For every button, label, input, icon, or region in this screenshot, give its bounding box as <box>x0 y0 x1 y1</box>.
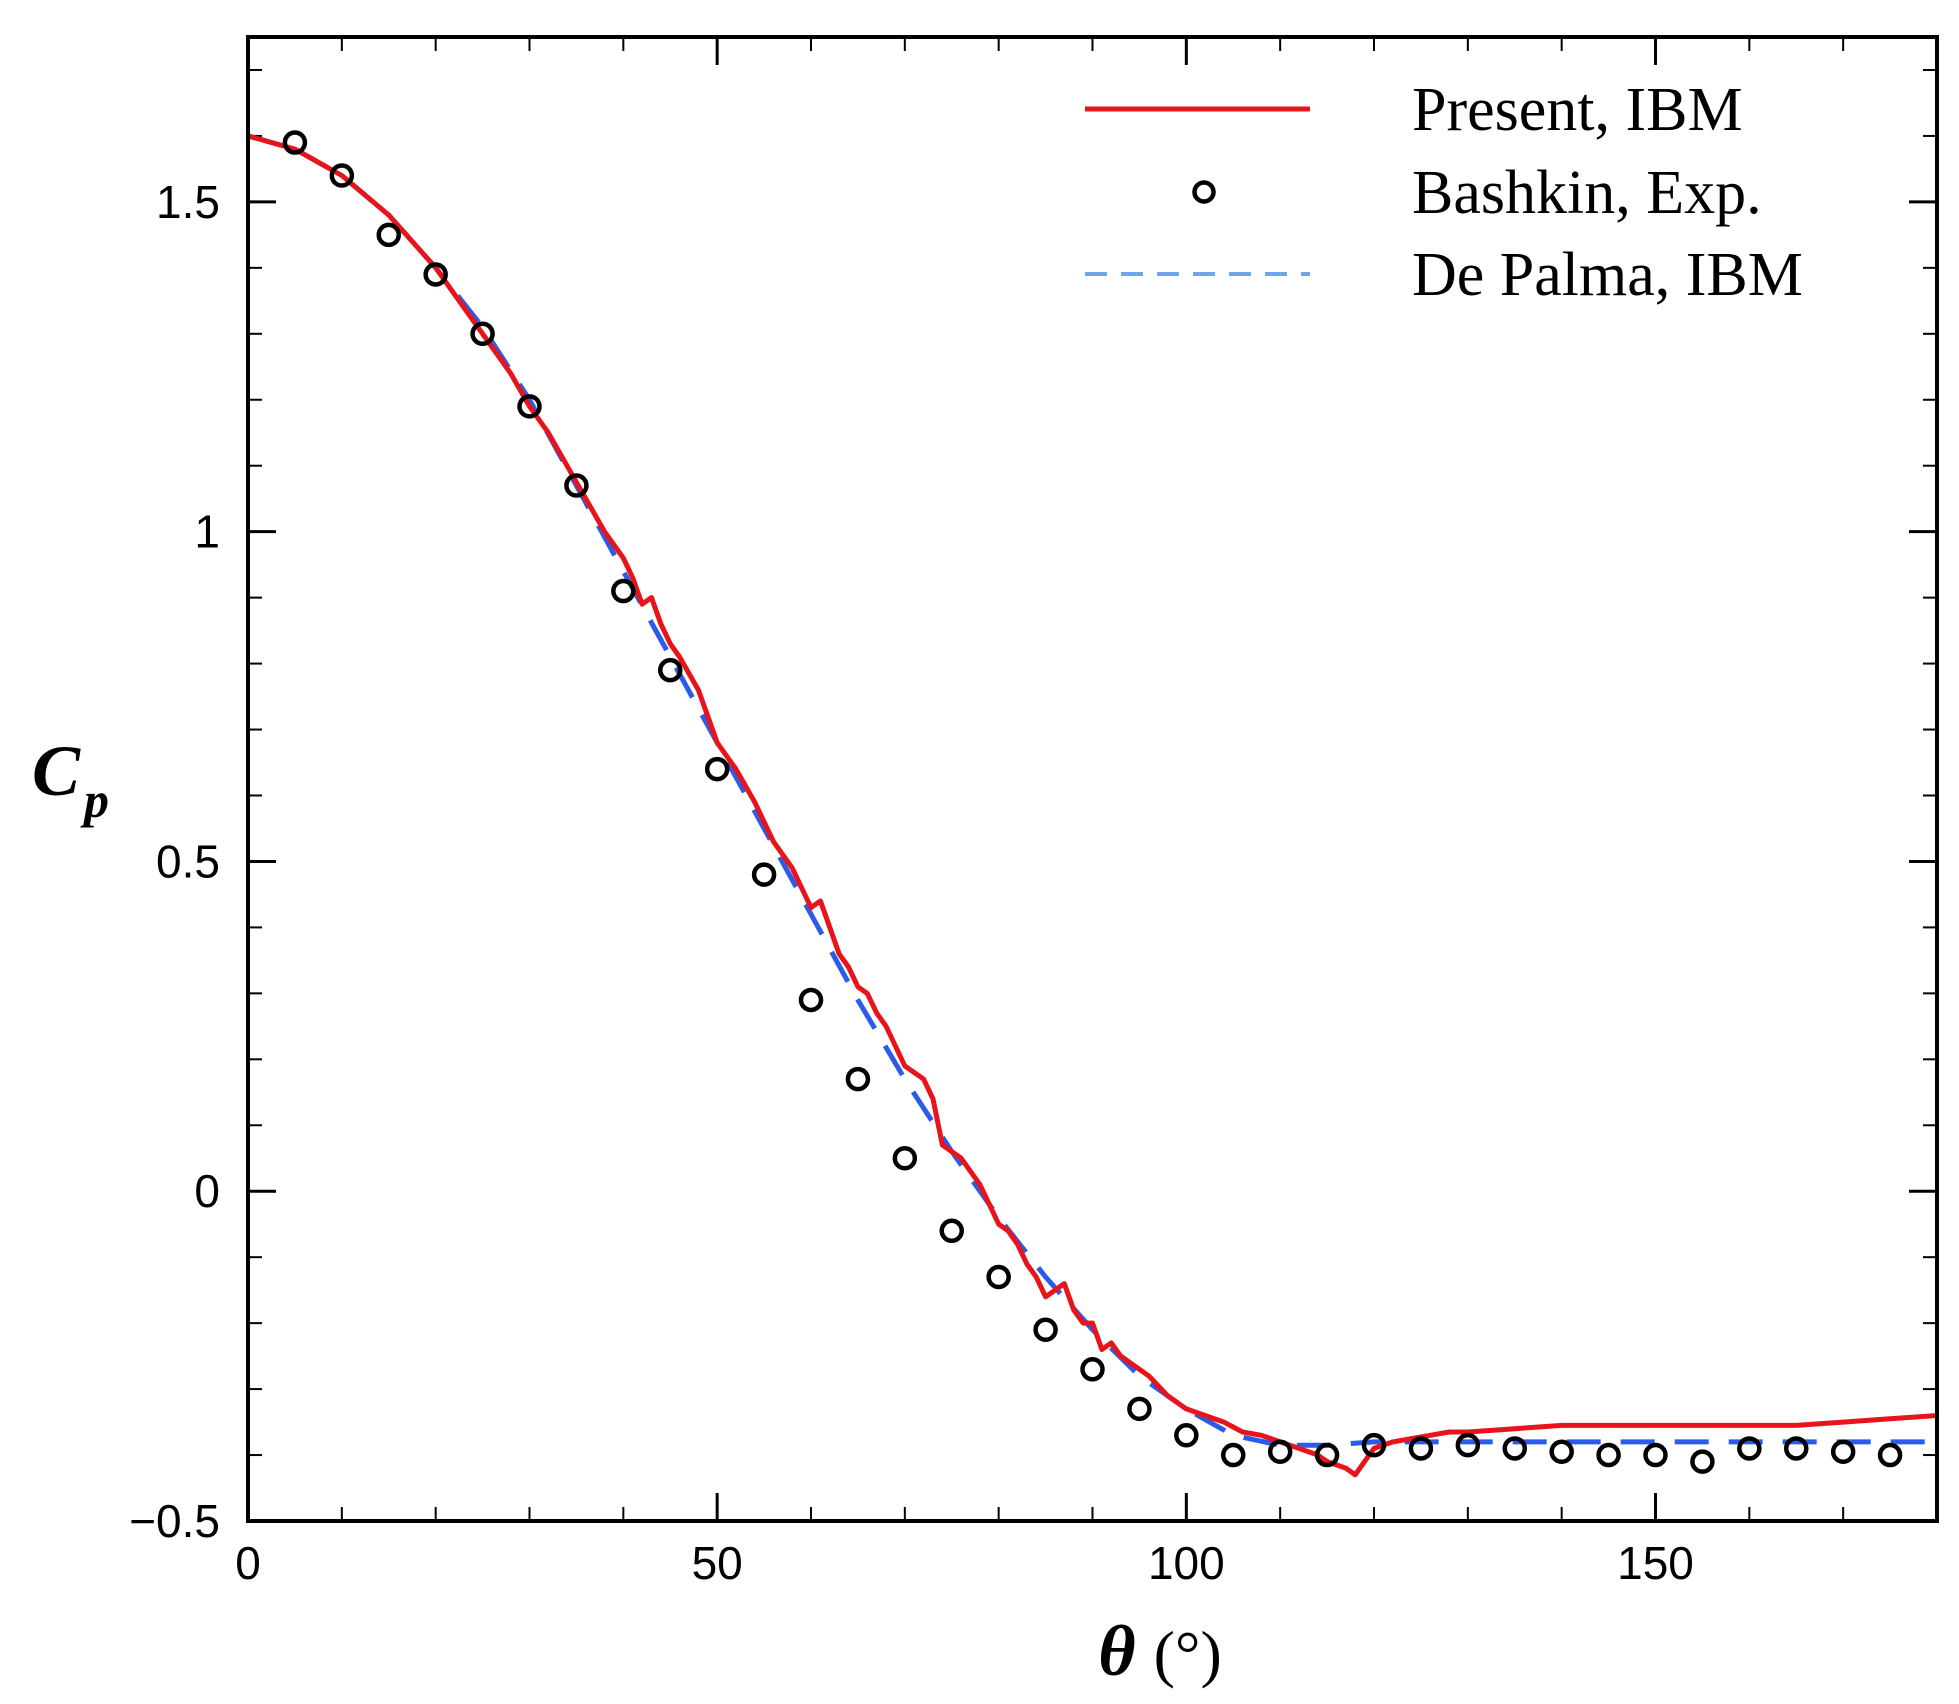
data-point-bashkin-exp <box>517 394 542 419</box>
data-point-bashkin-exp <box>564 473 589 498</box>
data-point-bashkin-exp <box>1502 1436 1527 1461</box>
legend-label-depalma: De Palma, IBM <box>1412 241 1803 309</box>
data-point-bashkin-exp <box>1877 1442 1903 1468</box>
series-layer <box>248 130 1937 1478</box>
data-point-bashkin-exp <box>1408 1436 1434 1461</box>
y-axis-title: C p <box>32 731 109 828</box>
y-tick-label: 1.5 <box>156 176 220 228</box>
legend-swatch-bashkin <box>1192 180 1216 204</box>
data-point-bashkin-exp <box>329 163 355 188</box>
data-point-bashkin-exp <box>1174 1423 1199 1448</box>
data-point-bashkin-exp <box>470 321 495 347</box>
data-point-bashkin-exp <box>1361 1432 1387 1458</box>
data-point-bashkin-exp <box>282 130 308 155</box>
data-point-bashkin-exp <box>1549 1439 1574 1464</box>
data-point-bashkin-exp <box>845 1066 871 1092</box>
y-tick-labels: −0.5 0 0.5 1 1.5 <box>129 176 220 1547</box>
y-axis-subscript: p <box>80 772 109 828</box>
data-point-bashkin-exp <box>1455 1432 1481 1458</box>
series-line-present-ibm <box>248 133 1937 1478</box>
data-point-bashkin-exp <box>704 756 730 782</box>
data-point-bashkin-exp <box>1737 1436 1762 1461</box>
x-axis-symbol: θ <box>1098 1611 1135 1691</box>
data-point-bashkin-exp <box>1784 1436 1809 1461</box>
data-point-bashkin-exp <box>658 657 683 683</box>
data-point-bashkin-exp <box>751 862 777 887</box>
legend-label-present: Present, IBM <box>1412 76 1743 144</box>
data-point-bashkin-exp <box>376 222 401 248</box>
data-point-bashkin-exp <box>1080 1357 1105 1382</box>
data-point-bashkin-exp <box>1643 1442 1668 1468</box>
y-tick-label: 0.5 <box>156 835 220 887</box>
data-point-bashkin-exp <box>1830 1439 1856 1464</box>
plot-area-frame <box>246 35 1939 1523</box>
series-bashkin-exp <box>282 130 1903 1474</box>
x-axis-unit: (°) <box>1154 1618 1222 1689</box>
x-tick-label: 150 <box>1617 1537 1694 1589</box>
data-point-bashkin-exp <box>611 578 636 604</box>
legend-label-bashkin: Bashkin, Exp. <box>1412 159 1762 227</box>
x-axis-title: θ (°) <box>1098 1611 1222 1691</box>
data-point-bashkin-exp <box>1267 1439 1293 1464</box>
data-point-bashkin-exp <box>423 262 448 287</box>
data-point-bashkin-exp <box>1127 1396 1152 1422</box>
data-point-bashkin-exp <box>986 1264 1011 1290</box>
x-tick-labels: 0 50 100 150 <box>235 1537 1694 1589</box>
series-line-de-palma-ibm <box>248 133 1937 1448</box>
y-tick-label: 0 <box>194 1165 220 1217</box>
data-point-bashkin-exp <box>1314 1442 1340 1468</box>
y-axis-symbol: C <box>32 731 81 811</box>
data-point-bashkin-exp <box>939 1218 964 1244</box>
data-point-bashkin-exp <box>892 1145 918 1171</box>
x-tick-label: 100 <box>1148 1537 1225 1589</box>
y-tick-label: 1 <box>194 506 220 558</box>
y-tick-label: −0.5 <box>129 1495 220 1547</box>
legend: Present, IBM Bashkin, Exp. De Palma, IBM <box>1085 76 1803 309</box>
x-tick-label: 0 <box>235 1537 261 1589</box>
data-point-bashkin-exp <box>798 987 824 1013</box>
data-point-bashkin-exp <box>1033 1317 1058 1342</box>
x-tick-label: 50 <box>692 1537 743 1589</box>
data-point-bashkin-exp <box>1690 1449 1715 1474</box>
data-point-bashkin-exp <box>1221 1442 1246 1468</box>
data-point-bashkin-exp <box>1596 1442 1621 1468</box>
